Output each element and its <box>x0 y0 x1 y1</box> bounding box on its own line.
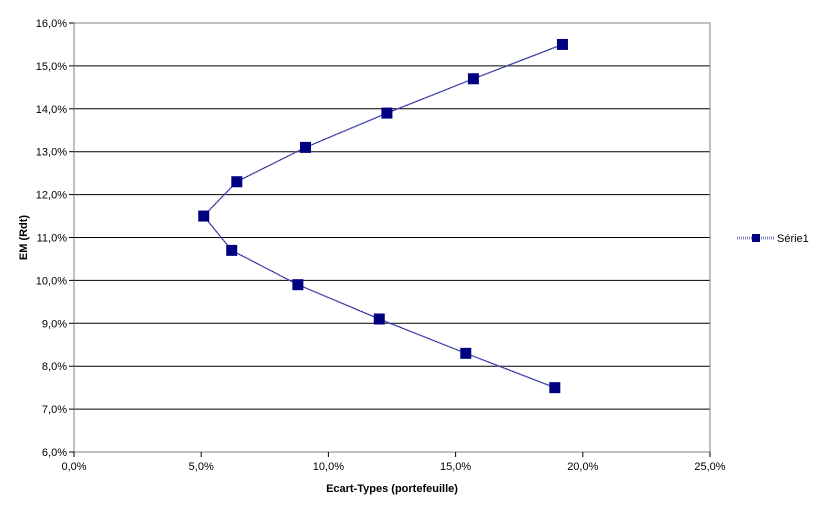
y-tick-label: 16,0% <box>36 18 67 30</box>
y-tick-label: 15,0% <box>36 61 67 73</box>
y-tick-label: 7,0% <box>42 404 67 416</box>
y-tick-label: 6,0% <box>42 447 67 459</box>
y-tick-label: 14,0% <box>36 104 67 116</box>
data-point <box>198 210 210 222</box>
data-point <box>460 347 472 359</box>
data-point <box>381 107 393 119</box>
data-point <box>226 244 238 256</box>
x-tick-label: 15,0% <box>440 461 471 473</box>
x-axis-ticks: 0,0% 5,0% 10,0% 15,0% 20,0% 25,0% <box>61 452 726 473</box>
legend-label: Série1 <box>777 233 809 245</box>
data-point <box>231 176 243 188</box>
data-point <box>292 279 304 291</box>
y-axis-ticks: 6,0% 7,0% 8,0% 9,0% 10,0% 11,0% 12,0% 13,0% 14,0… <box>36 18 74 459</box>
x-tick-label: 20,0% <box>567 461 598 473</box>
y-tick-label: 13,0% <box>36 147 67 159</box>
y-tick-label: 11,0% <box>37 233 68 245</box>
x-axis-title: Ecart-Types (portefeuille) <box>326 483 458 495</box>
data-point <box>549 382 561 394</box>
series-layer <box>198 38 568 394</box>
data-point <box>373 313 385 325</box>
y-tick-label: 12,0% <box>36 190 67 202</box>
x-tick-label: 10,0% <box>313 461 344 473</box>
y-tick-label: 10,0% <box>36 275 67 287</box>
data-point <box>300 141 312 153</box>
x-tick-label: 5,0% <box>189 461 214 473</box>
y-tick-label: 9,0% <box>42 318 67 330</box>
gridlines <box>74 65 710 410</box>
x-tick-label: 25,0% <box>694 461 725 473</box>
legend-marker <box>752 234 760 242</box>
y-tick-label: 8,0% <box>42 361 67 373</box>
data-point <box>467 73 479 85</box>
legend: Série1 <box>733 228 811 248</box>
data-point <box>556 38 568 50</box>
y-axis-title: EM (Rdt) <box>18 215 30 261</box>
x-tick-label: 0,0% <box>61 461 86 473</box>
